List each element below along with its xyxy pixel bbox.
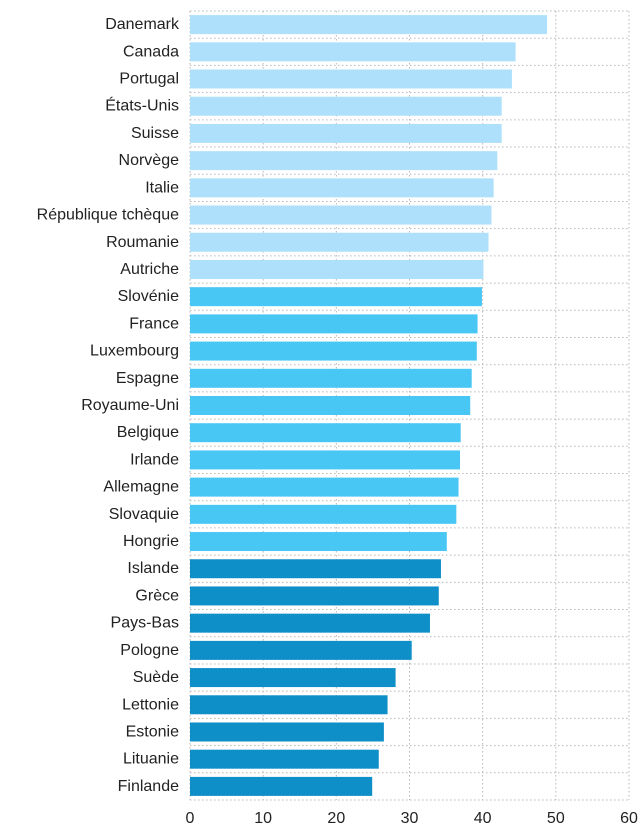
bar-estonie: [190, 722, 384, 742]
bar-espagne: [190, 368, 472, 388]
x-tick-label: 30: [401, 810, 419, 827]
category-label: Suède: [133, 669, 179, 686]
category-label: Slovénie: [118, 288, 179, 305]
category-label: Espagne: [116, 370, 179, 387]
bar-norvège: [190, 151, 498, 171]
category-label: Grèce: [135, 587, 179, 604]
category-labels: Danemark Canada Portugal États-Unis Suisse No…: [37, 16, 180, 795]
bar-république-tchèque: [190, 205, 492, 225]
category-label: Irlande: [130, 451, 179, 468]
category-label: Lettonie: [122, 696, 179, 713]
category-label: Allemagne: [103, 479, 179, 496]
category-label: République tchèque: [37, 207, 179, 224]
category-label: Luxembourg: [90, 343, 179, 360]
bar-hongrie: [190, 532, 447, 552]
bar-portugal: [190, 69, 512, 89]
x-tick-label: 20: [327, 810, 345, 827]
category-label: Roumanie: [106, 234, 179, 251]
bar-autriche: [190, 259, 484, 279]
bars: [190, 15, 548, 796]
category-label: États-Unis: [105, 96, 179, 115]
bar-suisse: [190, 123, 502, 143]
bar-roumanie: [190, 232, 489, 252]
category-label: Portugal: [119, 71, 179, 88]
category-label: Finlande: [118, 778, 179, 795]
bar-canada: [190, 42, 516, 62]
category-label: Pologne: [120, 642, 179, 659]
category-label: Islande: [127, 560, 179, 577]
bar-lettonie: [190, 695, 388, 715]
bar-lituanie: [190, 749, 379, 769]
bar-danemark: [190, 15, 548, 35]
category-label: Canada: [123, 43, 179, 60]
x-tick-label: 40: [474, 810, 492, 827]
category-label: Italie: [145, 179, 179, 196]
category-label: Royaume-Uni: [81, 397, 179, 414]
bar-pays-bas: [190, 613, 430, 633]
category-label: Slovaquie: [109, 506, 179, 523]
bar-suède: [190, 668, 396, 688]
category-label: Belgique: [117, 424, 179, 441]
category-label: Estonie: [126, 723, 179, 740]
category-label: France: [129, 315, 179, 332]
bar-islande: [190, 559, 441, 579]
category-label: Suisse: [131, 125, 179, 142]
bar-pologne: [190, 640, 412, 660]
bar-italie: [190, 178, 494, 198]
gridlines: [189, 10, 630, 801]
category-label: Norvège: [119, 152, 180, 169]
bar-luxembourg: [190, 341, 477, 361]
category-label: Pays-Bas: [111, 615, 179, 632]
bar-slovénie: [190, 287, 482, 307]
category-label: Danemark: [105, 16, 180, 33]
x-tick-label: 60: [620, 810, 638, 827]
bar-royaume-uni: [190, 396, 471, 415]
x-tick-label: 10: [254, 810, 272, 827]
bar-irlande: [190, 450, 460, 470]
x-axis-tick-labels: 0 10 20 30 40 50 60: [186, 810, 638, 827]
category-label: Lituanie: [123, 751, 179, 768]
bar-belgique: [190, 423, 461, 443]
bar-grèce: [190, 586, 439, 606]
bar-finlande: [190, 776, 373, 796]
bar-slovaquie: [190, 504, 457, 524]
bar-france: [190, 314, 478, 334]
bar-états-unis: [190, 96, 502, 116]
bar-allemagne: [190, 477, 459, 497]
category-label: Hongrie: [123, 533, 179, 550]
x-tick-label: 50: [547, 810, 565, 827]
category-label: Autriche: [120, 261, 179, 278]
x-tick-label: 0: [186, 810, 195, 827]
